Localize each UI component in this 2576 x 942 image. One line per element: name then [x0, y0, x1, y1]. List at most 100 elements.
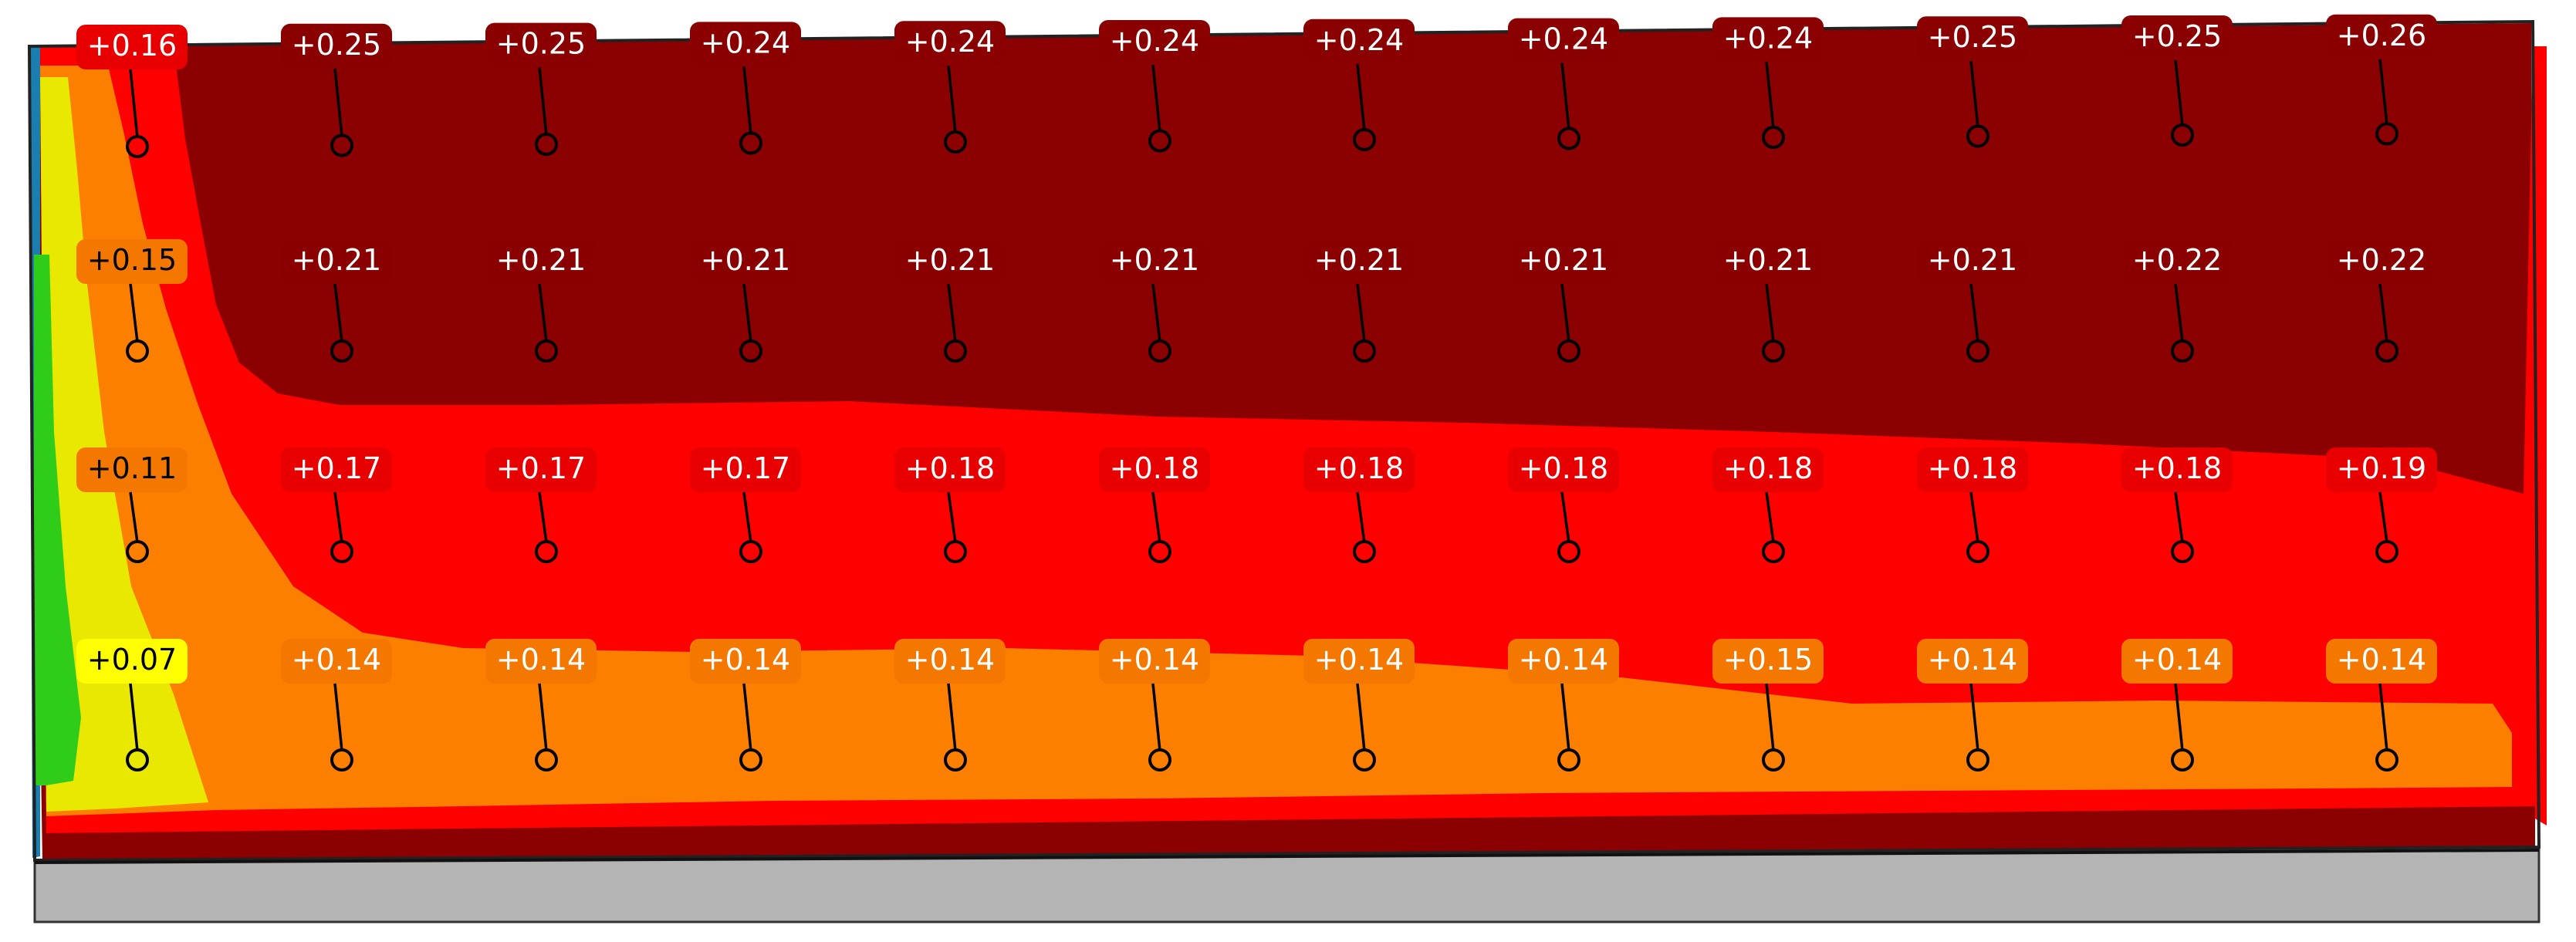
- leader-line: [742, 683, 752, 751]
- value-label-chip: [1712, 239, 1824, 284]
- value-label: +0.24: [905, 25, 995, 59]
- measurement-point: +0.07: [76, 639, 188, 771]
- value-label: +0.18: [1110, 451, 1199, 485]
- measurement-dot: [1148, 748, 1171, 771]
- measurement-point: +0.21: [485, 239, 597, 363]
- leader-line: [1151, 64, 1161, 132]
- leader-line: [1151, 683, 1161, 751]
- measurement-dot: [1353, 339, 1376, 363]
- measurement-point: +0.22: [2326, 239, 2437, 363]
- measurement-point: +0.14: [1303, 639, 1415, 771]
- value-label: +0.25: [1928, 20, 2017, 54]
- value-label-chip: [2326, 639, 2437, 684]
- measurement-point: +0.15: [1712, 639, 1824, 771]
- value-label-chip: [76, 239, 188, 284]
- value-label: +0.21: [1314, 243, 1404, 277]
- value-label-chip: [76, 639, 188, 684]
- measurement-point: +0.24: [894, 21, 1006, 154]
- measurement-point: +0.14: [1917, 639, 2028, 771]
- measurement-point: +0.17: [485, 447, 597, 563]
- measurement-point: +0.25: [2121, 15, 2233, 147]
- leader-line: [333, 683, 343, 751]
- leader-line: [947, 491, 957, 543]
- value-label: +0.18: [1928, 451, 2017, 485]
- measurement-dot: [1762, 748, 1785, 771]
- leader-line: [742, 283, 752, 343]
- measurement-dot: [1966, 748, 1989, 771]
- leader-line: [947, 66, 957, 133]
- value-label: +0.14: [2132, 643, 2222, 677]
- leader-line: [2378, 491, 2388, 543]
- value-label: +0.14: [1110, 643, 1199, 677]
- measurement-point: +0.18: [894, 447, 1006, 563]
- measurement-point: +0.14: [281, 639, 392, 771]
- measurement-point: +0.24: [1508, 18, 1619, 150]
- value-label-chip: [1303, 19, 1415, 64]
- value-label-chip: [894, 447, 1006, 492]
- leader-line: [2378, 59, 2388, 125]
- value-label-chip: [690, 447, 801, 492]
- value-label: +0.24: [1723, 21, 1813, 55]
- value-label: +0.14: [1928, 643, 2017, 677]
- measurement-point: +0.21: [1712, 239, 1824, 363]
- value-label: +0.07: [87, 643, 177, 677]
- measurement-dot: [1148, 129, 1171, 153]
- measurement-dot: [2375, 748, 2399, 771]
- measurement-dot: [739, 131, 762, 155]
- value-label-chip: [2121, 447, 2233, 492]
- measurement-point: +0.21: [1917, 239, 2028, 363]
- measurement-point: +0.18: [1508, 447, 1619, 563]
- value-label: +0.11: [87, 451, 177, 485]
- value-label-chip: [281, 639, 392, 684]
- leader-line: [1356, 491, 1366, 543]
- value-label: +0.15: [87, 243, 177, 277]
- value-label: +0.18: [1519, 451, 1608, 485]
- value-label-chip: [894, 239, 1006, 284]
- value-label-chip: [2121, 239, 2233, 284]
- measurement-point: +0.17: [281, 447, 392, 563]
- leader-line: [333, 491, 343, 543]
- measurement-dot: [1353, 128, 1376, 151]
- value-label-chip: [485, 22, 597, 68]
- region-green: [34, 255, 81, 785]
- measurement-dot: [2375, 540, 2399, 563]
- measurement-point: +0.21: [1303, 239, 1415, 363]
- measurement-point: +0.14: [485, 639, 597, 771]
- measurement-dot: [126, 135, 149, 158]
- leader-line: [1969, 61, 1979, 127]
- measurement-dot: [330, 133, 353, 157]
- value-label: +0.14: [905, 643, 995, 677]
- measurement-dot: [1762, 126, 1785, 149]
- measurement-dot: [1148, 540, 1171, 563]
- leader-line: [2174, 491, 2184, 543]
- measurement-dot: [2375, 339, 2399, 363]
- value-label-chip: [1712, 447, 1824, 492]
- value-label: +0.25: [2132, 19, 2222, 53]
- leader-line: [1356, 63, 1366, 131]
- leader-line: [538, 283, 548, 343]
- measurement-point: +0.19: [2326, 447, 2437, 563]
- leader-line: [333, 68, 343, 137]
- leader-line: [2174, 683, 2184, 751]
- value-label-chip: [2121, 639, 2233, 684]
- measurement-point: +0.17: [690, 447, 801, 563]
- measurement-dot: [1966, 540, 1989, 563]
- measurement-dot: [1557, 748, 1580, 771]
- measurement-dot: [330, 540, 353, 563]
- value-label: +0.24: [701, 25, 790, 59]
- measurement-dot: [1557, 339, 1580, 363]
- value-label: +0.26: [2337, 19, 2426, 52]
- value-label: +0.18: [905, 451, 995, 485]
- region-orange: [40, 66, 2512, 816]
- measurement-dot: [944, 130, 967, 154]
- value-label-chip: [1508, 639, 1619, 684]
- measurement-dot: [1762, 540, 1785, 563]
- leader-line: [129, 283, 139, 343]
- measurement-dot: [2171, 123, 2194, 147]
- panel-frame: [27, 19, 2541, 863]
- measurement-point: +0.21: [690, 239, 801, 363]
- leader-line: [2378, 683, 2388, 751]
- leader-line: [742, 66, 752, 134]
- value-label: +0.18: [1723, 451, 1813, 485]
